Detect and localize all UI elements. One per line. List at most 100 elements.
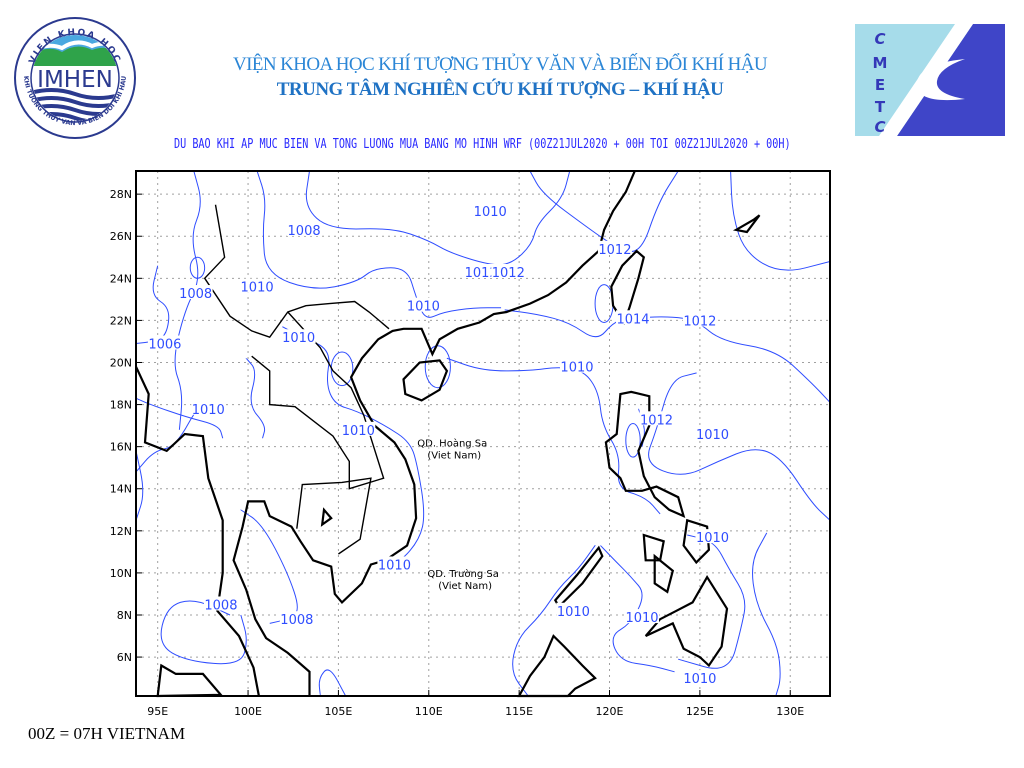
timezone-note: 00Z = 07H VIETNAM bbox=[28, 724, 186, 743]
isobar bbox=[135, 397, 224, 439]
isobar bbox=[752, 532, 781, 697]
isobar bbox=[504, 309, 831, 403]
isobar bbox=[599, 545, 675, 673]
cmetc-letter: C bbox=[874, 118, 885, 136]
label-mask bbox=[147, 335, 182, 350]
label-mask bbox=[639, 411, 674, 426]
island-coastline bbox=[732, 214, 761, 234]
coastline bbox=[232, 170, 636, 696]
isobar bbox=[135, 265, 170, 345]
lat-tick-label: 10N bbox=[110, 567, 132, 580]
label-mask bbox=[695, 426, 730, 441]
lon-tick-label: 105E bbox=[324, 705, 352, 718]
isobar-cell bbox=[424, 345, 451, 389]
lat-tick-label: 20N bbox=[110, 356, 132, 369]
isobar bbox=[648, 372, 831, 521]
cmetc-letter: C bbox=[874, 30, 885, 48]
label-mask bbox=[682, 312, 717, 327]
isobar bbox=[240, 509, 298, 624]
center-title: TRUNG TÂM NGHIÊN CỨU KHÍ TƯỢNG – KHÍ HẬU bbox=[276, 79, 724, 100]
isobar-label: 1010 bbox=[342, 424, 375, 439]
isobar-label: 1010 bbox=[560, 361, 593, 376]
isobar-cell bbox=[594, 284, 614, 323]
label-mask bbox=[625, 609, 660, 624]
island-coastline bbox=[517, 634, 597, 698]
lat-tick-label: 28N bbox=[110, 188, 132, 201]
lat-tick-label: 6N bbox=[117, 651, 132, 664]
isobar-label: 1008 bbox=[288, 224, 321, 239]
isobar-label: 1014 bbox=[616, 312, 649, 327]
island-coastline bbox=[156, 663, 224, 698]
isobar-label: 1006 bbox=[148, 338, 181, 353]
isobar-cell bbox=[330, 351, 354, 387]
isobar bbox=[305, 170, 571, 266]
isobar bbox=[245, 357, 266, 439]
label-mask bbox=[491, 264, 526, 279]
isobar-label: 1010 bbox=[683, 672, 716, 687]
isobar bbox=[512, 545, 596, 697]
cmetc-letter: T bbox=[875, 98, 886, 116]
isobar-label: 1012 bbox=[492, 266, 525, 281]
isobar bbox=[318, 669, 347, 697]
isobar bbox=[174, 170, 201, 430]
isobar bbox=[256, 170, 502, 318]
imhen-logo-text: IMHEN bbox=[37, 67, 113, 93]
country-border bbox=[203, 204, 390, 339]
lat-tick-label: 16N bbox=[110, 441, 132, 454]
lat-tick-label: 18N bbox=[110, 399, 132, 412]
isobar-label: 1008 bbox=[280, 613, 313, 628]
isobar-label: 1012 bbox=[465, 266, 498, 281]
island-coastline bbox=[402, 359, 449, 402]
isobar bbox=[730, 170, 831, 271]
coastlines bbox=[135, 170, 761, 698]
isobar-cell bbox=[625, 423, 641, 458]
isobar-label: 1010 bbox=[625, 611, 658, 626]
cmetc-letter: M bbox=[873, 54, 888, 72]
isobar-label: 1010 bbox=[192, 403, 225, 418]
archipelago-label: QD. Trường Sa bbox=[427, 568, 498, 580]
archipelago-label: QD. Hoàng Sa bbox=[417, 438, 487, 450]
isobar-cell bbox=[189, 256, 206, 279]
coastline bbox=[135, 366, 260, 697]
isobar-label: 1012 bbox=[683, 314, 716, 329]
isobar-label: 1012 bbox=[640, 413, 673, 428]
label-mask bbox=[341, 421, 376, 436]
label-mask bbox=[203, 596, 238, 611]
label-mask bbox=[178, 285, 213, 300]
island-coastline bbox=[653, 553, 675, 594]
lat-tick-label: 12N bbox=[110, 525, 132, 538]
island-coastline bbox=[682, 518, 711, 565]
lat-tick-label: 24N bbox=[110, 272, 132, 285]
lon-tick-label: 110E bbox=[415, 705, 443, 718]
axis-ticks: 95E 100E 105E 110E 115E 120E 125E 130E 6N 8N 10N 12… bbox=[110, 188, 804, 718]
isobar-label: 1010 bbox=[696, 531, 729, 546]
label-mask bbox=[279, 611, 314, 626]
lon-tick-label: 130E bbox=[776, 705, 804, 718]
lon-tick-label: 120E bbox=[596, 705, 624, 718]
lon-tick-label: 95E bbox=[147, 705, 168, 718]
isobar-label: 1010 bbox=[557, 605, 590, 620]
lat-tick-label: 22N bbox=[110, 314, 132, 327]
isobar-label: 1008 bbox=[204, 598, 237, 613]
cmetc-logo: C M E T C bbox=[855, 24, 1005, 136]
isobar bbox=[677, 534, 746, 669]
label-mask bbox=[682, 670, 717, 685]
isobar bbox=[446, 357, 661, 515]
country-border bbox=[296, 477, 372, 555]
isobar-label: 1010 bbox=[282, 331, 315, 346]
label-mask bbox=[240, 278, 275, 293]
isobar bbox=[135, 450, 144, 521]
label-mask bbox=[559, 358, 594, 373]
institute-title: VIỆN KHOA HỌC KHÍ TƯỢNG THỦY VĂN VÀ BIẾN… bbox=[233, 54, 768, 75]
cmetc-letter: E bbox=[875, 76, 885, 94]
island-coastline bbox=[644, 574, 729, 668]
island-coastline bbox=[553, 545, 604, 609]
label-mask bbox=[191, 400, 226, 415]
map-frame bbox=[135, 170, 831, 697]
archipelago-sublabel: (Viet Nam) bbox=[427, 451, 481, 462]
lat-tick-label: 26N bbox=[110, 230, 132, 243]
isobar-label: 1010 bbox=[474, 205, 507, 220]
label-mask bbox=[616, 310, 651, 325]
